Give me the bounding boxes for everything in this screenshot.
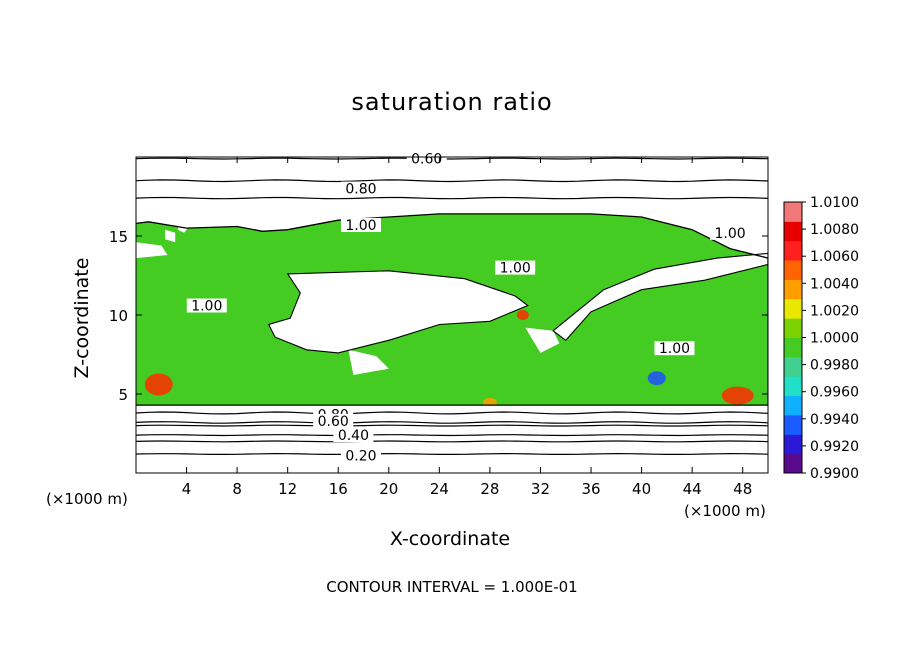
hotspot <box>647 371 666 386</box>
colorbar-tick-label: 0.9980 <box>810 358 859 374</box>
contour-label: 1.00 <box>714 226 745 242</box>
y-tick-label: 10 <box>109 307 128 325</box>
y-tick-label: 5 <box>118 386 128 404</box>
contour-label-bg <box>406 151 447 166</box>
colorbar: 1.0100 1.0080 1.0060 1.0040 1.0020 1.0000 0.99… <box>783 195 859 482</box>
contour-label-bg <box>710 225 751 240</box>
colorbar-swatch <box>784 395 802 416</box>
unsaturated-patch <box>268 270 528 353</box>
unsaturated-patch <box>525 327 560 353</box>
contour-line <box>136 179 768 183</box>
contour-line <box>136 440 768 443</box>
plot-area: 0.600.801.001.001.001.001.000.800.600.40… <box>136 151 768 465</box>
unsaturated-patch <box>165 229 176 243</box>
contour-label-bg <box>313 413 354 428</box>
contour-line <box>136 434 768 437</box>
y-axis-label: Z-coordinate <box>71 257 93 379</box>
colorbar-tick-label: 0.9920 <box>810 439 859 455</box>
x-tick-label: 32 <box>531 480 550 498</box>
colorbar-tick-label: 1.0100 <box>810 195 859 211</box>
colorbar-swatch <box>784 298 802 319</box>
contour-label-bg <box>333 428 374 443</box>
colorbar-tick-label: 1.0040 <box>810 276 859 292</box>
contour-label: 0.60 <box>318 414 349 430</box>
colorbar-tick-label: 0.9940 <box>810 412 859 428</box>
hotspot <box>721 386 754 405</box>
colorbar-swatch <box>784 318 802 338</box>
colorbar-tick-label: 1.0080 <box>810 222 859 238</box>
contour-line <box>136 424 768 427</box>
hotspot <box>482 397 497 406</box>
x-tick-label: 12 <box>278 480 297 498</box>
x-tick-label: 36 <box>581 480 600 498</box>
colorbar-swatch <box>784 202 802 222</box>
colorbar-swatch <box>784 453 802 474</box>
contour-line <box>136 157 768 160</box>
contour-label-bg <box>186 298 227 313</box>
x-tick-label: 44 <box>683 480 702 498</box>
contour-label: 1.00 <box>191 299 222 315</box>
y-axis-units: (×1000 m) <box>46 490 128 508</box>
contour-label-bg <box>340 181 381 196</box>
contour-label: 1.00 <box>345 218 376 234</box>
unsaturated-patch <box>136 242 168 259</box>
colorbar-swatch <box>784 337 802 358</box>
unsaturated-patch <box>348 349 389 375</box>
hotspot <box>516 310 529 320</box>
x-tick-label: 4 <box>182 480 192 498</box>
contour-label: 0.60 <box>411 152 442 168</box>
chart-title: saturation ratio <box>351 88 553 116</box>
contour-line <box>136 196 768 200</box>
colorbar-swatch <box>784 279 802 300</box>
field-layer <box>136 157 768 455</box>
contour-line <box>136 421 768 424</box>
contour-label-bg <box>340 448 381 463</box>
contour-line <box>136 213 768 406</box>
colorbar-tick-label: 1.0000 <box>810 331 859 347</box>
contour-label: 1.00 <box>500 261 531 277</box>
colorbar-tick-label: 0.9960 <box>810 385 859 401</box>
contour-line <box>136 452 768 455</box>
colorbar-swatch <box>784 414 802 435</box>
contour-interval-note: CONTOUR INTERVAL = 1.000E-01 <box>326 578 578 596</box>
contour-line <box>267 270 529 354</box>
x-tick-label: 48 <box>733 480 752 498</box>
colorbar-swatch <box>784 260 802 280</box>
hotspot <box>144 373 173 396</box>
colorbar-swatch <box>784 434 802 455</box>
contour-label: 0.40 <box>338 428 369 444</box>
colorbar-tick-label: 0.9900 <box>810 466 859 482</box>
contour-line <box>552 252 768 342</box>
x-tick-label: 8 <box>232 480 242 498</box>
contour-label: 0.20 <box>345 449 376 465</box>
colorbar-swatch <box>784 240 802 261</box>
contour-label: 1.00 <box>659 341 690 357</box>
unsaturated-patch <box>553 253 768 341</box>
x-axis-units: (×1000 m) <box>684 502 766 520</box>
x-tick-label: 40 <box>632 480 651 498</box>
contour-label-bg <box>495 260 536 275</box>
contour-label-bg <box>340 217 381 232</box>
colorbar-swatch <box>784 221 802 242</box>
colorbar-swatch <box>784 356 802 377</box>
contour-label: 0.80 <box>345 182 376 198</box>
colorbar-swatch <box>784 376 802 397</box>
y-tick-label: 15 <box>109 228 128 246</box>
x-tick-label: 20 <box>379 480 398 498</box>
x-tick-label: 28 <box>480 480 499 498</box>
x-tick-label: 16 <box>329 480 348 498</box>
colorbar-tick-label: 1.0060 <box>810 249 859 265</box>
contour-label-bg <box>654 341 695 356</box>
colorbar-tick-label: 1.0020 <box>810 303 859 319</box>
contour-line <box>136 411 768 415</box>
x-tick-label: 24 <box>430 480 449 498</box>
x-axis-label: X-coordinate <box>389 528 511 550</box>
